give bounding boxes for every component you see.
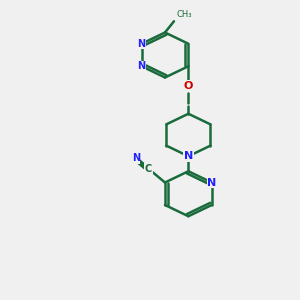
Text: N: N [138,61,146,71]
Text: N: N [138,39,146,49]
Text: N: N [132,153,140,163]
Text: O: O [184,81,193,91]
Text: N: N [207,178,216,188]
Text: C: C [145,164,152,174]
Text: CH₃: CH₃ [177,10,193,19]
Text: N: N [184,151,193,161]
